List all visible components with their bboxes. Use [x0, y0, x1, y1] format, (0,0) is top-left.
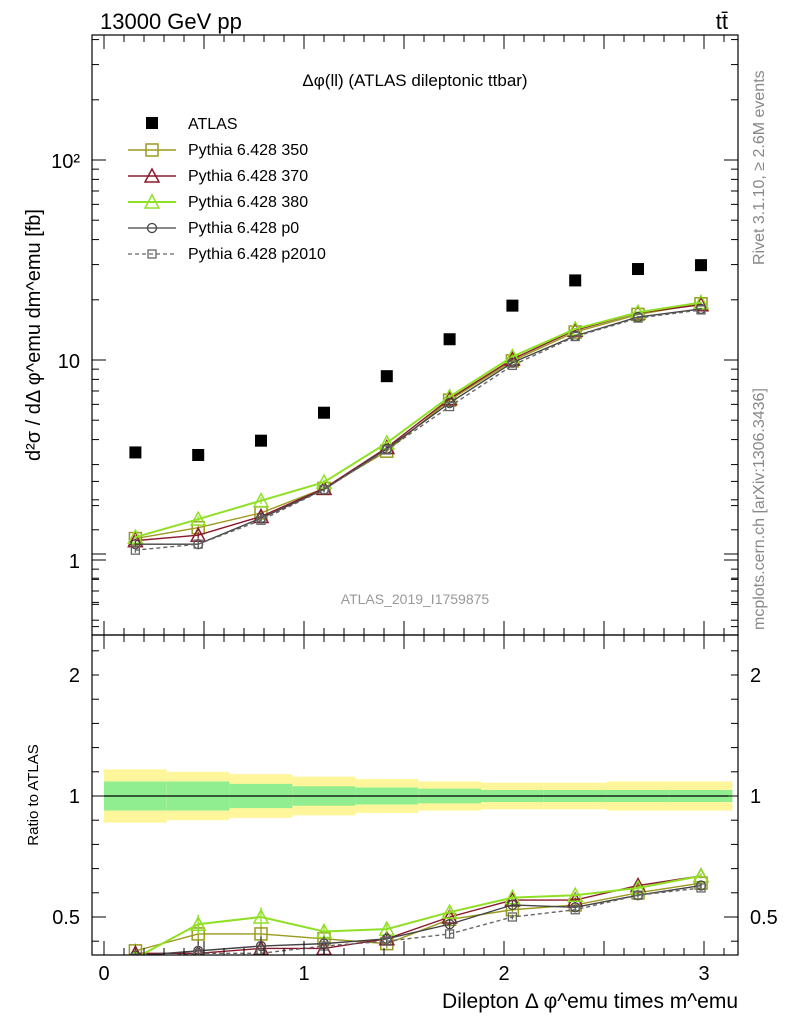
ratio-point	[507, 912, 518, 922]
process-label: tt̄	[716, 9, 728, 34]
ratio-ytick-05-left: 0.5	[52, 907, 80, 929]
ratio-point	[252, 908, 270, 924]
ratio-panel: 2 1 0.5 2 1 0.5 Ratio to ATLAS 0 1 2 3 D…	[25, 480, 778, 1013]
atlas-data-point	[129, 446, 142, 459]
ratio-point	[444, 919, 455, 930]
xtick-3: 3	[698, 963, 709, 985]
series-point	[252, 492, 270, 508]
ratio-ytick-05-right: 0.5	[750, 907, 778, 929]
atlas-data-point	[255, 434, 267, 447]
main-ytick-1: 1	[69, 551, 80, 573]
ratio-point	[696, 883, 706, 893]
atlas-data-point	[443, 333, 456, 346]
ratio-point	[130, 953, 141, 955]
atlas-data-point	[192, 448, 205, 461]
ratio-point	[189, 915, 207, 932]
atlas-data-point	[506, 299, 519, 312]
series-line	[135, 301, 702, 539]
series-point	[633, 313, 643, 323]
ratio-point	[441, 903, 458, 919]
main-series	[127, 293, 710, 555]
series-point	[193, 539, 203, 549]
series-point	[382, 445, 392, 455]
ratio-point	[570, 905, 580, 915]
xtick-0: 0	[98, 963, 109, 985]
ratio-ytick-2-left: 2	[69, 665, 80, 687]
legend-marker-atlas	[146, 117, 158, 129]
xtick-2: 2	[498, 963, 509, 985]
ratio-point	[193, 948, 203, 955]
ratio-ytick-1-left: 1	[69, 786, 80, 808]
main-ytick-10: 10	[58, 351, 80, 373]
main-panel: 1 10 10² d²σ / dΔ φ^emu dm^emu [fb] Δφ(l…	[23, 34, 739, 636]
ratio-series-line	[135, 884, 702, 955]
y-axis-label: d²σ / dΔ φ^emu dm^emu [fb]	[23, 209, 45, 461]
ratio-ytick-1-right: 1	[750, 786, 761, 808]
energy-label: 13000 GeV pp	[100, 9, 242, 34]
legend-marker-p2010	[147, 249, 157, 259]
series-point	[507, 360, 518, 371]
legend: ATLAS Pythia 6.428 350 Pythia 6.428 370 …	[128, 116, 326, 263]
ratio-point	[444, 929, 455, 939]
ratio-point	[382, 936, 392, 946]
main-ticks	[92, 35, 738, 635]
ratio-series-line	[139, 874, 702, 955]
legend-label-380: Pythia 6.428 380	[188, 194, 308, 211]
ratio-series	[128, 867, 710, 955]
ratio-frame	[91, 634, 739, 956]
legend-label-350: Pythia 6.428 350	[188, 142, 308, 159]
legend-label-p2010: Pythia 6.428 p2010	[188, 246, 326, 263]
series-point	[696, 305, 706, 315]
legend-label-p0: Pythia 6.428 p0	[188, 220, 299, 237]
x-axis-label: Dilepton Δ φ^emu times m^emu	[442, 990, 738, 1013]
legend-label-atlas: ATLAS	[188, 116, 238, 133]
xtick-1: 1	[298, 963, 309, 985]
chart-title: Δφ(ll) (ATLAS dileptonic ttbar)	[302, 71, 527, 90]
ratio-ticks	[92, 480, 738, 955]
rivet-label: Rivet 3.1.10, ≥ 2.6M events	[751, 70, 768, 265]
series-point	[444, 401, 455, 412]
ratio-axis-label: Ratio to ATLAS	[25, 744, 42, 845]
ratio-point	[256, 948, 266, 955]
ratio-series-line	[167, 887, 702, 955]
atlas-data-point	[569, 274, 582, 287]
ratio-series-line	[135, 882, 702, 952]
series-line	[135, 303, 702, 540]
ratio-series-line	[135, 875, 702, 954]
series-line	[135, 309, 702, 551]
legend-label-370: Pythia 6.428 370	[188, 168, 308, 185]
ratio-point	[566, 886, 584, 902]
atlas-data-point	[632, 263, 644, 276]
series-line	[135, 308, 702, 545]
ratio-point	[633, 890, 643, 900]
main-data-points	[129, 259, 707, 461]
mcplots-label: mcplots.cern.ch [arXiv:1306.3436]	[751, 388, 768, 630]
series-point	[570, 331, 580, 342]
series-point	[256, 515, 266, 525]
ratio-ytick-2-right: 2	[750, 665, 761, 687]
atlas-data-point	[318, 406, 330, 419]
series-point	[566, 320, 584, 336]
series-point	[130, 545, 141, 555]
main-ytick-100: 10²	[51, 151, 80, 173]
series-point	[319, 484, 329, 495]
series-line	[135, 304, 702, 542]
legend-marker-350	[145, 143, 159, 157]
series-point	[189, 510, 207, 526]
ratio-point	[692, 867, 710, 883]
atlas-data-point	[695, 259, 707, 272]
legend-marker-380	[143, 193, 161, 209]
legend-marker-370	[143, 167, 161, 183]
legend-marker-p0	[146, 222, 158, 234]
ratio-point	[507, 899, 518, 911]
analysis-label: ATLAS_2019_I1759875	[341, 591, 490, 607]
atlas-data-point	[380, 370, 393, 383]
